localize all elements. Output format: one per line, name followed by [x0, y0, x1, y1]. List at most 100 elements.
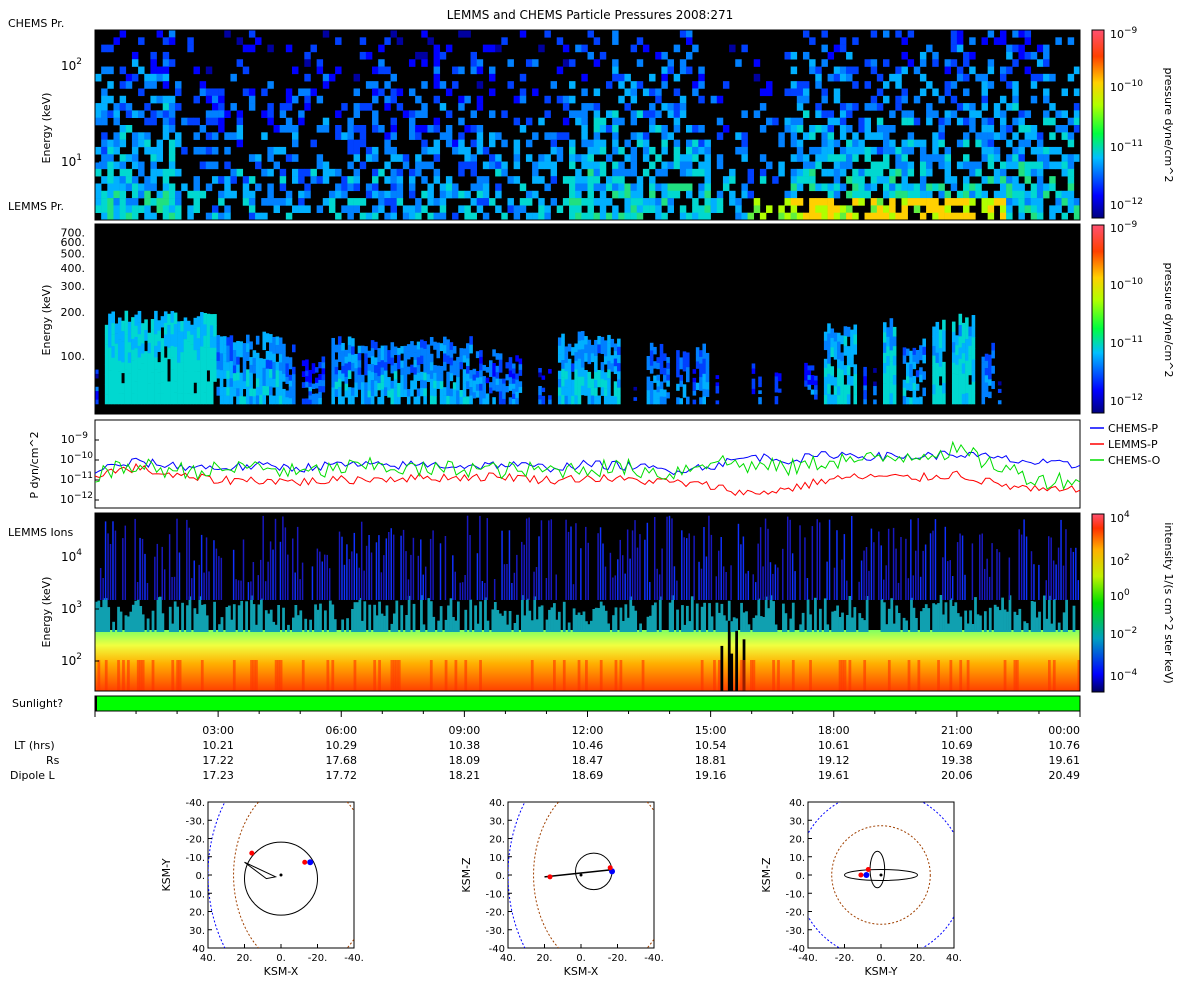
pressure-lines — [94, 440, 1081, 497]
lemms-y-ticks: 700.600.500.400. 300. 200. 100. — [61, 226, 99, 363]
lemms-cbar-tick-1e-10: 10−10 — [1110, 277, 1143, 292]
lemms-ytick-500: 500. — [61, 248, 86, 261]
orbit-plot-2: 40. 20. 0. -20. -40. 40. 30. 20. 10. 0. -10. -20. -3… — [460, 798, 664, 978]
time-axis — [94, 711, 1081, 717]
ephemeris-label-dipole-l: Dipole L — [10, 769, 56, 782]
ions-cbar-label: intensity 1/(s cm^2 ster keV) — [1162, 522, 1175, 683]
pressure-legend: CHEMS-P LEMMS-P CHEMS-O — [1090, 422, 1161, 467]
time-tick-label: 09:00 — [449, 724, 481, 737]
time-tick-label: 03:00 — [202, 724, 234, 737]
lemms-ytick-400: 400. — [61, 262, 86, 275]
orbit-ytick: -20. — [185, 835, 205, 846]
chems-spectrogram-cells — [95, 30, 1081, 221]
orbit-xtick: -20. — [308, 953, 328, 964]
orbit-ytick: 30. — [489, 816, 505, 827]
series-line-chems-o — [94, 440, 1081, 491]
lt-value: 10.21 — [202, 739, 234, 752]
ions-colorbar — [1091, 513, 1105, 693]
orbit-xtick: 0. — [876, 953, 886, 964]
pressure-y-ticks: 10−9 10−10 10−11 10−12 — [60, 431, 99, 506]
ions-ytick-1e4: 104 — [61, 548, 82, 564]
ephemeris-label-lt: LT (hrs) — [14, 739, 55, 752]
orbit-ytick: 10. — [489, 853, 505, 864]
orbit-ytick: 0. — [495, 871, 505, 882]
orbit-marker-red — [249, 850, 255, 856]
chems-ytick-100: 102 — [61, 57, 82, 73]
orbit-ytick: 0. — [795, 871, 805, 882]
orbit-ytick: 40 — [192, 944, 205, 955]
lemms-panel-tag: LEMMS Pr. — [8, 200, 64, 213]
dipole-l-value: 17.72 — [326, 769, 358, 782]
orbit-xtick: 40. — [200, 953, 216, 964]
orbit-xtick: -40. — [344, 953, 364, 964]
ions-cbar-tick-1e0: 100 — [1110, 588, 1130, 603]
ions-cbar-tick-1e-4: 10−4 — [1110, 668, 1138, 683]
legend-label-chems-o: CHEMS-O — [1108, 454, 1161, 467]
orbit-xtick: 20. — [910, 953, 926, 964]
orbit-ytick: -40. — [185, 798, 205, 809]
spacecraft-position — [307, 859, 314, 866]
orbit-ytick: 20. — [489, 835, 505, 846]
magnetopause-circle — [831, 825, 931, 925]
lemms-cbar-tick-1e-9: 10−9 — [1110, 220, 1138, 235]
ions-y-ticks: 104 103 102 — [61, 548, 99, 668]
dipole-l-value: 20.49 — [1049, 769, 1081, 782]
orbit-y-label: KSM-Y — [160, 858, 173, 891]
ions-panel: LEMMS Ions Energy (keV) 104 103 102 104 … — [8, 510, 1175, 693]
orbit-ytick: -10. — [785, 889, 805, 900]
orbit-marker-red — [858, 872, 864, 878]
orbit-xtick: -40. — [644, 953, 664, 964]
orbit-trace — [844, 869, 918, 881]
orbit-plots: 40. 20. 0. -20. -40. -40. -30. -20. -10. 0. 10. 20.… — [160, 798, 962, 978]
lt-value: 10.69 — [941, 739, 973, 752]
chems-ytick-10: 101 — [61, 153, 82, 169]
pressure-ytick-1e-11: 10−11 — [60, 471, 93, 486]
lemms-colorbar — [1091, 224, 1105, 414]
ephemeris-label-rs: Rs — [46, 754, 60, 767]
legend-label-lemms-p: LEMMS-P — [1108, 438, 1158, 451]
orbit-ytick: -30. — [485, 926, 505, 937]
orbit-plot-3: -40. -20. 0. 20. 40. 40. 30. 20. 10. 0. -10. -20. -3… — [760, 798, 962, 978]
orbit-y-label: KSM-Z — [460, 857, 473, 893]
time-tick-label: 00:00 — [1048, 724, 1080, 737]
time-tick-label: 18:00 — [818, 724, 850, 737]
orbit-xtick: -20. — [835, 953, 855, 964]
dipole-l-value: 18.21 — [449, 769, 481, 782]
rs-value: 19.61 — [1049, 754, 1081, 767]
orbit-ytick: -40 — [489, 944, 505, 955]
chems-cbar-tick-1e-11: 10−11 — [1110, 139, 1143, 154]
chems-y-ticks: 102 101 — [61, 57, 99, 169]
lemms-ytick-100: 100. — [61, 350, 86, 363]
pressure-y-axis-label: P dyn/cm^2 — [28, 431, 41, 498]
lemms-ytick-600: 600. — [61, 236, 86, 249]
orbit-ytick: -30. — [185, 816, 205, 827]
ions-cbar-tick-1e-2: 10−2 — [1110, 626, 1137, 641]
ions-cbar-tick-1e2: 102 — [1110, 553, 1130, 568]
orbit-ytick: -30. — [785, 926, 805, 937]
lemms-cbar-tick-1e-12: 10−12 — [1110, 393, 1143, 408]
lemms-cbar-tick-1e-11: 10−11 — [1110, 335, 1143, 350]
orbit-xtick: 40. — [946, 953, 962, 964]
orbit-xtick: 40. — [500, 953, 516, 964]
lt-value: 10.54 — [695, 739, 727, 752]
orbit-marker-red — [865, 867, 871, 873]
lt-value: 10.61 — [818, 739, 850, 752]
dipole-l-value: 19.16 — [695, 769, 727, 782]
ephemeris-columns: 03:00 10.21 17.22 17.23 06:00 10.29 17.68 17.72… — [202, 724, 1080, 782]
dipole-l-value: 17.23 — [202, 769, 234, 782]
rs-value: 19.12 — [818, 754, 850, 767]
chems-y-axis-label: Energy (keV) — [40, 93, 53, 164]
legend-label-chems-p: CHEMS-P — [1108, 422, 1158, 435]
pressure-ytick-1e-10: 10−10 — [60, 451, 93, 466]
ions-panel-tag: LEMMS Ions — [8, 526, 73, 539]
spacecraft-position — [863, 872, 870, 878]
lemms-cbar-label: pressure dyne/cm^2 — [1162, 263, 1175, 378]
ephemeris-row-labels: LT (hrs) Rs Dipole L — [10, 739, 60, 782]
orbit-marker-red — [607, 865, 613, 871]
orbit-plot-1: 40. 20. 0. -20. -40. -40. -30. -20. -10. 0. 10. 20.… — [160, 798, 364, 978]
time-tick-label: 06:00 — [325, 724, 357, 737]
lemms-panel: LEMMS Pr. Energy (keV) 700.600.500.400. 3… — [8, 200, 1175, 415]
ions-spectrogram-cells — [95, 515, 1081, 691]
pressure-ytick-1e-9: 10−9 — [61, 431, 89, 446]
rs-value: 17.68 — [326, 754, 358, 767]
